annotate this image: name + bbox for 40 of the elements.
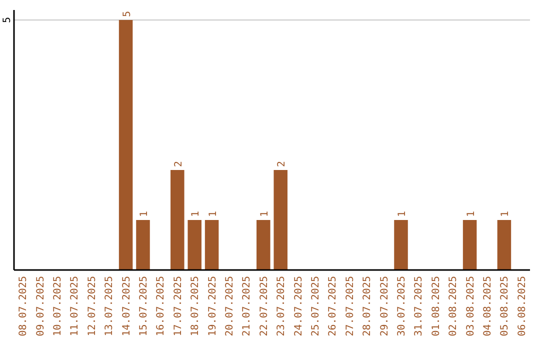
- x-tick-label: 14.07.2025: [121, 276, 132, 336]
- x-tick-label: 29.07.2025: [379, 276, 390, 336]
- x-tick-label: 17.07.2025: [172, 276, 184, 336]
- x-tick-label: 28.07.2025: [362, 276, 374, 336]
- x-tick-label: 23.07.2025: [276, 276, 288, 336]
- x-tick-label: 10.07.2025: [52, 276, 64, 336]
- data-label: 5: [122, 10, 133, 17]
- x-tick-label: 04.08.2025: [482, 276, 494, 336]
- x-tick-label: 24.07.2025: [293, 276, 304, 336]
- x-tick-label: 13.07.2025: [104, 276, 116, 336]
- data-label: 2: [276, 160, 288, 167]
- x-tick-label: 08.07.2025: [18, 276, 30, 336]
- x-tick-label: 21.07.2025: [242, 276, 253, 336]
- x-tick-label: 11.07.2025: [70, 276, 81, 336]
- data-label: 1: [190, 210, 202, 217]
- x-tick-label: 25.07.2025: [310, 276, 322, 336]
- x-tick-label: 30.07.2025: [396, 276, 408, 336]
- data-label: 1: [500, 210, 512, 217]
- x-tick-label: 15.07.2025: [138, 276, 150, 336]
- x-tick-label: 03.08.2025: [465, 276, 476, 336]
- x-tick-label: 06.08.2025: [516, 276, 528, 336]
- x-tick-label: 18.07.2025: [190, 276, 202, 336]
- x-tick-label: 01.08.2025: [430, 276, 442, 336]
- x-tick-label: 02.08.2025: [448, 276, 460, 336]
- data-label: 1: [208, 210, 219, 217]
- data-label: 1: [466, 210, 477, 217]
- x-tick-label: 19.07.2025: [207, 276, 218, 336]
- data-label: 1: [139, 210, 150, 217]
- data-label: 1: [259, 210, 270, 217]
- x-tick-label: 05.08.2025: [500, 276, 511, 336]
- x-tick-label: 22.07.2025: [258, 276, 270, 336]
- data-label: 1: [397, 210, 408, 217]
- x-tick-label: 16.07.2025: [156, 276, 167, 336]
- x-tick-label: 27.07.2025: [344, 276, 356, 336]
- data-label: 2: [173, 160, 184, 167]
- x-tick-label: 09.07.2025: [35, 276, 46, 336]
- x-tick-label: 31.07.2025: [414, 276, 425, 336]
- x-tick-label: 12.07.2025: [86, 276, 98, 336]
- x-tick-label: 26.07.2025: [328, 276, 339, 336]
- x-tick-label: 20.07.2025: [224, 276, 236, 336]
